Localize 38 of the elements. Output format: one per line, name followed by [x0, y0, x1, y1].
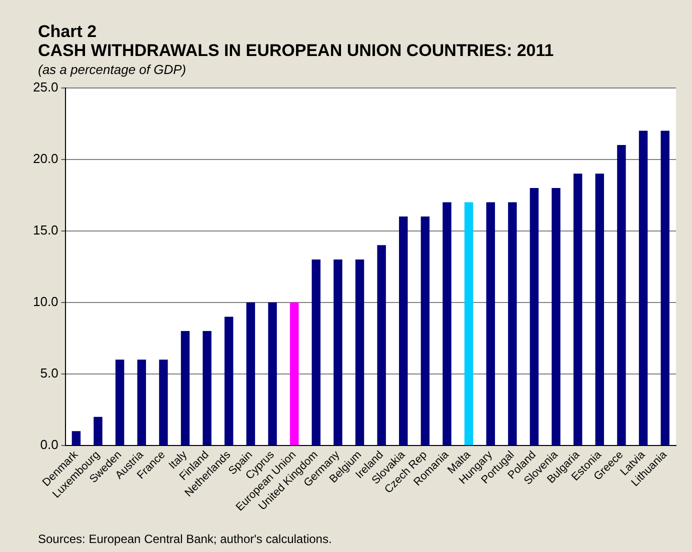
bar — [94, 416, 102, 446]
bar — [464, 202, 474, 446]
bar — [552, 188, 560, 446]
bar — [617, 145, 626, 446]
bar — [486, 202, 495, 446]
bar — [508, 202, 517, 446]
source-note: Sources: European Central Bank; author's calculations. — [38, 532, 332, 546]
y-tick-label: 5.0 — [40, 365, 58, 380]
bar — [334, 259, 342, 446]
y-tick-label: 25.0 — [32, 79, 58, 94]
bar — [72, 431, 81, 446]
bar — [268, 302, 277, 446]
caption: Chart 2 — [38, 22, 98, 41]
bar — [202, 331, 212, 446]
bar — [115, 360, 124, 446]
bar — [159, 360, 168, 446]
bar — [180, 331, 190, 446]
bar — [137, 360, 146, 446]
y-tick-label: 20.0 — [32, 150, 58, 166]
bar — [595, 174, 604, 446]
bar — [355, 259, 364, 446]
bar — [638, 130, 648, 446]
bar — [290, 302, 299, 446]
bar — [573, 174, 582, 446]
bar — [660, 130, 670, 446]
bar — [246, 302, 256, 446]
chart-subtitle: (as a percentage of GDP) — [38, 62, 188, 77]
bar — [377, 245, 386, 446]
bar — [399, 216, 408, 446]
bar — [442, 202, 452, 446]
bar — [312, 259, 320, 446]
y-tick-label: 15.0 — [32, 222, 58, 238]
bar — [224, 316, 234, 446]
bar — [420, 216, 430, 446]
chart-title: CASH WITHDRAWALS IN EUROPEAN UNION COUNTRIES: 2011 — [38, 41, 555, 60]
y-tick-label: 0.0 — [40, 437, 58, 452]
bar — [530, 188, 539, 446]
y-tick-label: 10.0 — [32, 294, 58, 309]
